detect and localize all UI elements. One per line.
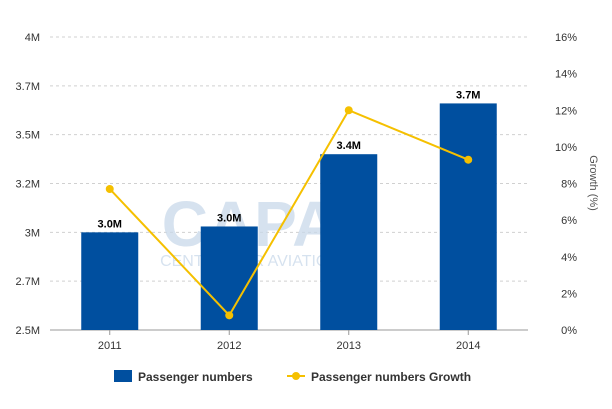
y-left-tick-label: 3.5M xyxy=(16,130,40,142)
x-tick-label: 2011 xyxy=(98,340,122,352)
legend-label-growth: Passenger numbers Growth xyxy=(311,370,471,384)
y-right-tick-label: 2% xyxy=(561,288,577,300)
growth-line xyxy=(109,108,469,318)
y-right-tick-label: 16% xyxy=(555,32,577,44)
growth-point xyxy=(225,311,234,320)
bar-passenger-numbers xyxy=(320,154,378,330)
y-right-tick-label: 0% xyxy=(561,325,577,337)
y-left-tick-label: 4M xyxy=(25,32,40,44)
bar-data-label: 3.4M xyxy=(337,140,361,152)
legend-swatch-marker xyxy=(292,372,300,380)
growth-point xyxy=(105,184,114,193)
y-left-tick-label: 2.7M xyxy=(16,276,40,288)
growth-point xyxy=(464,155,473,164)
x-tick-label: 2012 xyxy=(217,340,241,352)
bar-data-label: 3.0M xyxy=(217,212,241,224)
bar-passenger-numbers xyxy=(81,232,139,330)
x-tick-label: 2014 xyxy=(456,340,480,352)
y-left-tick-label: 3.2M xyxy=(16,179,40,191)
legend-swatch-bar xyxy=(114,370,132,382)
bar-data-label: 3.7M xyxy=(456,89,480,101)
y-right-tick-label: 10% xyxy=(555,142,577,154)
y-left-tick-label: 3.7M xyxy=(16,81,40,93)
y-right-tick-label: 6% xyxy=(561,215,577,227)
y-right-tick-label: 4% xyxy=(561,252,577,264)
bar-data-label: 3.0M xyxy=(98,218,122,230)
growth-point xyxy=(344,106,353,115)
legend-label-passenger-numbers: Passenger numbers xyxy=(138,370,253,384)
y-left-tick-label: 3M xyxy=(25,227,40,239)
y-left-tick-label: 2.5M xyxy=(16,325,40,337)
y-right-tick-label: 14% xyxy=(555,69,577,81)
x-tick-label: 2013 xyxy=(337,340,361,352)
y-right-tick-label: 12% xyxy=(555,105,577,117)
y-right-tick-label: 8% xyxy=(561,179,577,191)
y-right-axis-title: Growth (%) xyxy=(587,155,599,211)
bar-passenger-numbers xyxy=(439,103,497,330)
